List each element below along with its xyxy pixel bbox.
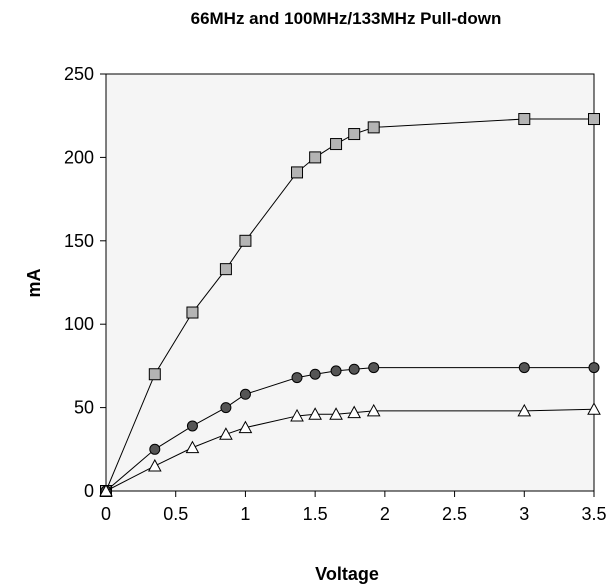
triangle-marker [308, 407, 322, 420]
series-circle [100, 362, 600, 497]
square-marker [330, 138, 343, 151]
circle-marker [149, 443, 161, 455]
x-tick-label: 2.5 [442, 504, 467, 524]
square-marker [219, 263, 232, 276]
square-marker [348, 128, 361, 141]
square-marker [588, 113, 600, 126]
y-tick-labels: 0 50 100 150 200 250 [64, 64, 94, 501]
x-tick-label: 3.5 [581, 504, 606, 524]
circle-marker [291, 372, 303, 384]
series-layer [99, 113, 601, 497]
square-marker [148, 368, 161, 381]
y-tick-label: 50 [74, 398, 94, 418]
circle-marker [518, 362, 530, 374]
chart-title: 66MHz and 100MHz/133MHz Pull-down [191, 9, 502, 28]
x-tick-label: 0 [101, 504, 111, 524]
triangle-marker [99, 483, 113, 497]
circle-marker [239, 388, 251, 400]
circle-marker [348, 363, 360, 375]
square-marker [367, 121, 380, 134]
circle-marker [588, 362, 600, 374]
triangle-marker [238, 420, 253, 434]
circle-marker [186, 420, 198, 432]
series-square [100, 113, 600, 497]
plot-area [105, 73, 595, 492]
square-marker [518, 113, 531, 126]
circle-marker [368, 362, 380, 374]
y-tick-label: 200 [64, 147, 94, 167]
y-tick-label: 0 [84, 481, 94, 501]
triangle-marker [366, 403, 381, 417]
x-tick-label: 0.5 [163, 504, 188, 524]
triangle-marker [517, 403, 532, 417]
triangle-marker [290, 408, 304, 422]
triangle-marker [185, 440, 200, 454]
x-tick-label: 2 [380, 504, 390, 524]
x-tick-label: 1.5 [303, 504, 328, 524]
y-tick-label: 100 [64, 314, 94, 334]
circle-marker [330, 365, 342, 377]
square-marker [309, 151, 322, 164]
x-tick-label: 3 [519, 504, 529, 524]
circle-marker [220, 402, 232, 414]
series-line-circle [105, 367, 594, 492]
series-line-triangle [105, 408, 595, 492]
series-triangle [99, 402, 601, 497]
series-line-square [105, 118, 594, 492]
square-marker [291, 166, 304, 179]
circle-marker [309, 368, 321, 380]
y-tick-label: 150 [64, 231, 94, 251]
triangle-marker [347, 405, 362, 419]
triangle-marker [147, 458, 162, 472]
x-tick-labels: 0 0.5 1 1.5 2 2.5 3 3.5 [101, 504, 607, 524]
triangle-marker [219, 427, 233, 440]
y-tick-label: 250 [64, 64, 94, 84]
y-axis-label: mA [24, 268, 44, 297]
triangle-marker [587, 402, 601, 415]
x-axis-label: Voltage [315, 564, 379, 584]
x-tick-label: 1 [240, 504, 250, 524]
square-marker [239, 234, 252, 247]
triangle-marker [329, 407, 343, 420]
square-marker [186, 306, 199, 319]
